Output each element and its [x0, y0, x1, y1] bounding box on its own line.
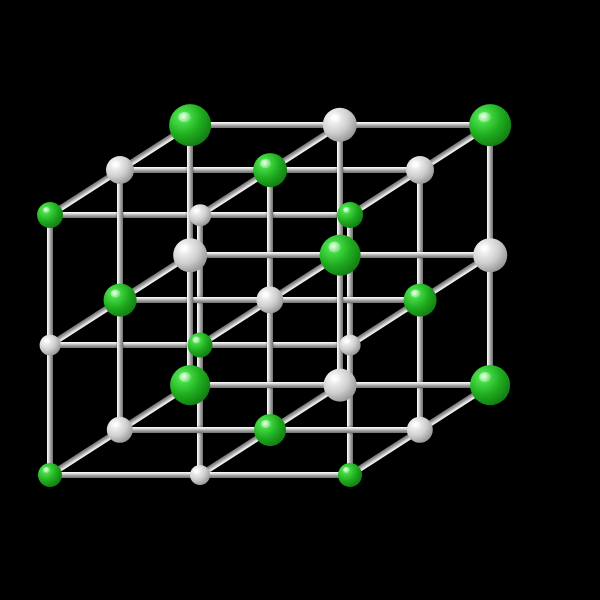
- atom-green: [169, 104, 211, 146]
- atom-gray: [173, 238, 207, 272]
- lattice-bond: [197, 215, 203, 345]
- atom-gray: [324, 369, 357, 402]
- atom-green: [170, 365, 210, 405]
- atom-green: [320, 235, 361, 276]
- atom-gray: [106, 156, 134, 184]
- lattice-bond: [417, 170, 423, 300]
- atom-gray: [189, 204, 211, 226]
- lattice-bond: [340, 122, 490, 128]
- atom-gray: [323, 108, 357, 142]
- lattice-bond: [270, 297, 420, 303]
- lattice-bond: [50, 342, 200, 348]
- lattice-bond: [190, 252, 340, 258]
- lattice-bond: [200, 212, 350, 218]
- atom-green: [404, 284, 437, 317]
- lattice-bond: [190, 382, 340, 388]
- atom-green: [469, 104, 511, 146]
- atom-gray: [406, 156, 434, 184]
- lattice-bond: [270, 427, 420, 433]
- lattice-bond: [197, 345, 203, 475]
- lattice-bond: [117, 170, 123, 300]
- lattice-bond: [47, 345, 53, 475]
- lattice-bond: [270, 167, 420, 173]
- lattice-bond: [190, 122, 340, 128]
- atom-green: [188, 333, 213, 358]
- atom-green: [470, 365, 510, 405]
- lattice-bond: [50, 212, 200, 218]
- atom-green: [253, 153, 287, 187]
- lattice-bond: [267, 300, 273, 430]
- lattice-bond: [200, 342, 350, 348]
- lattice-bond: [47, 215, 53, 345]
- lattice-bond: [120, 297, 270, 303]
- atom-gray: [190, 465, 210, 485]
- atom-gray: [40, 335, 61, 356]
- lattice-bond: [120, 427, 270, 433]
- atom-gray: [256, 286, 283, 313]
- lattice-bond: [120, 167, 270, 173]
- atom-green: [38, 463, 62, 487]
- lattice-bond: [200, 472, 350, 478]
- atom-green: [337, 202, 363, 228]
- atom-gray: [407, 417, 433, 443]
- atom-gray: [107, 417, 133, 443]
- atom-green: [104, 284, 137, 317]
- atom-gray: [473, 238, 507, 272]
- atom-green: [338, 463, 362, 487]
- lattice-bond: [50, 472, 200, 478]
- lattice-bond: [267, 170, 273, 300]
- atom-green: [254, 414, 286, 446]
- lattice-bond: [417, 300, 423, 430]
- crystal-lattice-diagram: [0, 0, 600, 600]
- atom-gray: [340, 335, 361, 356]
- lattice-bond: [117, 300, 123, 430]
- lattice-bond: [340, 382, 490, 388]
- lattice-bond: [347, 215, 353, 345]
- lattice-bond: [347, 345, 353, 475]
- atom-green: [37, 202, 63, 228]
- lattice-bond: [340, 252, 490, 258]
